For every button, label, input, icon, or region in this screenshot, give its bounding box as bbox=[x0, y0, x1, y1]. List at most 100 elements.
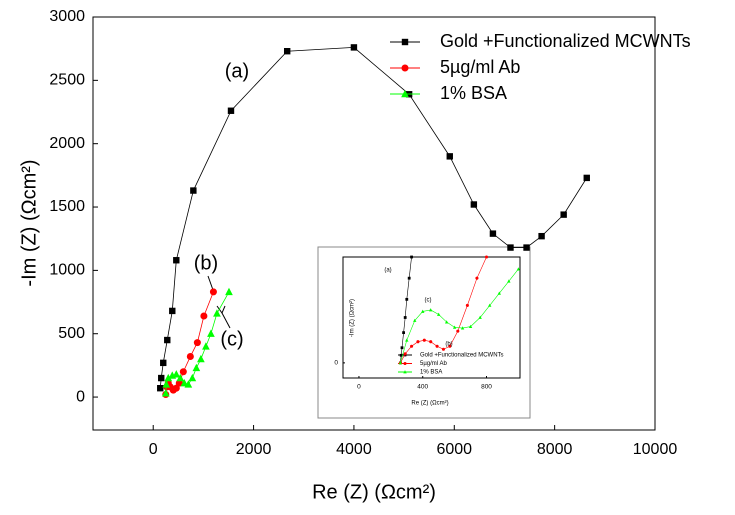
y-tick-label: 0 bbox=[334, 360, 338, 367]
marker bbox=[202, 342, 210, 350]
inset-frame bbox=[317, 246, 531, 419]
marker bbox=[410, 255, 413, 259]
marker bbox=[398, 361, 403, 365]
marker bbox=[497, 291, 501, 295]
marker bbox=[405, 338, 409, 342]
marker bbox=[402, 331, 405, 335]
marker bbox=[507, 279, 511, 283]
y-tick-label: 0 bbox=[76, 388, 85, 405]
legend-label: Gold +Functionalized MCWNTs bbox=[440, 31, 691, 51]
marker bbox=[413, 318, 417, 322]
marker bbox=[227, 107, 235, 114]
marker bbox=[583, 174, 590, 182]
marker bbox=[429, 340, 433, 344]
marker bbox=[410, 344, 414, 348]
marker bbox=[488, 303, 492, 307]
y-tick-label: 2500 bbox=[49, 72, 85, 89]
arrow-b bbox=[207, 275, 214, 291]
marker bbox=[176, 373, 185, 382]
x-tick-label: 8000 bbox=[537, 441, 573, 458]
marker bbox=[172, 370, 181, 378]
x-tick-label: 400 bbox=[417, 384, 428, 391]
annotation: (a) bbox=[225, 60, 249, 82]
marker bbox=[209, 288, 217, 296]
x-tick-label: 0 bbox=[357, 384, 361, 391]
marker bbox=[213, 309, 221, 317]
marker bbox=[460, 326, 465, 330]
marker bbox=[436, 312, 441, 316]
marker bbox=[403, 352, 407, 356]
marker bbox=[161, 389, 170, 397]
y-tick-label: 1500 bbox=[49, 198, 85, 215]
marker bbox=[192, 363, 201, 372]
marker bbox=[162, 380, 171, 388]
marker bbox=[523, 244, 530, 251]
legend-label: 1% BSA bbox=[420, 370, 442, 376]
marker bbox=[200, 312, 208, 320]
plot-frame bbox=[342, 256, 521, 379]
x-tick-label: 6000 bbox=[436, 441, 472, 458]
marker bbox=[193, 339, 201, 347]
marker bbox=[452, 325, 457, 329]
marker bbox=[441, 347, 445, 351]
legend-marker bbox=[403, 370, 407, 374]
annotation: (b) bbox=[445, 342, 452, 348]
annotation: (a) bbox=[384, 268, 391, 274]
y-tick-label: 500 bbox=[58, 325, 85, 342]
plot-frame bbox=[92, 16, 656, 431]
y-tick-label: 3000 bbox=[49, 8, 85, 25]
marker bbox=[173, 257, 180, 264]
marker bbox=[172, 384, 180, 392]
legend-label: 5µg/ml Ab bbox=[420, 361, 447, 367]
x-axis-label: Re (Z) (Ωcm²) bbox=[312, 481, 436, 503]
marker bbox=[435, 344, 439, 348]
marker bbox=[446, 153, 453, 160]
marker bbox=[421, 309, 425, 313]
y-axis-label: -Im (Z) (Ωcm²) bbox=[18, 159, 40, 286]
marker bbox=[456, 329, 460, 333]
marker bbox=[188, 373, 197, 382]
marker bbox=[400, 346, 404, 350]
marker bbox=[190, 187, 197, 194]
x-tick-label: 10000 bbox=[633, 441, 678, 458]
marker bbox=[468, 324, 473, 328]
marker bbox=[560, 211, 567, 218]
marker bbox=[489, 230, 497, 237]
marker bbox=[416, 340, 420, 344]
marker bbox=[478, 315, 482, 319]
legend-marker bbox=[401, 89, 409, 98]
y-axis-label: -Im (Z) (Ωcm²) bbox=[350, 299, 356, 337]
marker bbox=[160, 359, 167, 367]
marker bbox=[179, 368, 187, 376]
marker bbox=[507, 244, 514, 251]
legend-marker bbox=[401, 38, 409, 46]
marker bbox=[207, 329, 215, 337]
marker bbox=[164, 373, 173, 382]
marker bbox=[164, 336, 171, 344]
marker bbox=[429, 308, 433, 312]
marker bbox=[175, 379, 183, 387]
marker bbox=[475, 276, 479, 280]
marker bbox=[403, 316, 407, 319]
x-tick-label: 4000 bbox=[336, 441, 372, 458]
marker bbox=[444, 320, 449, 324]
marker bbox=[448, 344, 452, 348]
legend-marker bbox=[401, 64, 409, 72]
legend-label: 5µg/ml Ab bbox=[440, 57, 520, 77]
x-tick-label: 2000 bbox=[236, 441, 272, 458]
legend-label: Gold +Functionalized MCWNTs bbox=[420, 353, 504, 359]
legend-marker bbox=[403, 361, 407, 366]
x-tick-label: 800 bbox=[481, 384, 492, 391]
marker bbox=[158, 374, 165, 382]
annotation: (c) bbox=[220, 328, 243, 350]
marker bbox=[405, 297, 409, 301]
annotation: (c) bbox=[425, 298, 432, 304]
marker bbox=[186, 353, 194, 361]
y-tick-label: 1000 bbox=[49, 262, 85, 279]
marker bbox=[350, 44, 358, 51]
legend-label: 1% BSA bbox=[440, 83, 507, 103]
x-tick-label: 0 bbox=[149, 441, 158, 458]
annotation: (b) bbox=[194, 252, 218, 274]
marker bbox=[470, 201, 478, 208]
